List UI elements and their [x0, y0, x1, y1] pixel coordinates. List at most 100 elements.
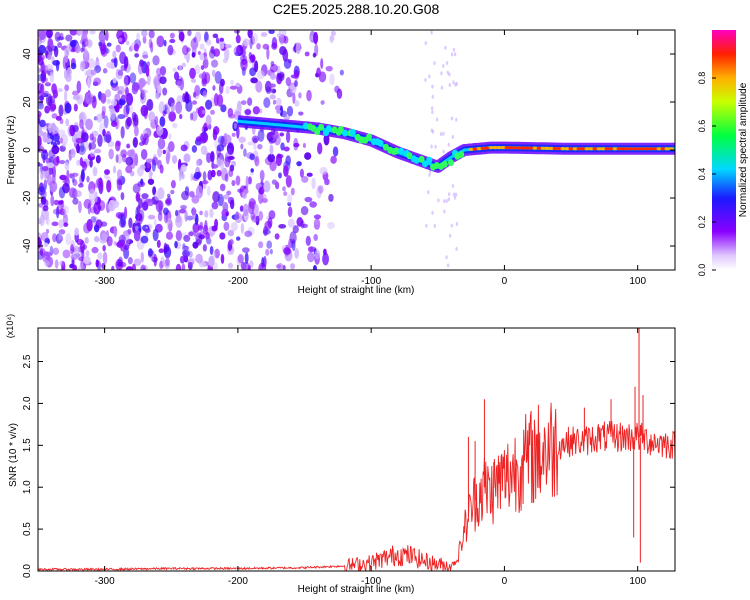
noise-blob [141, 88, 146, 99]
noise-blob [79, 141, 85, 153]
noise-blob [220, 253, 225, 264]
noise-blob [92, 166, 98, 177]
noise-blob [290, 74, 299, 79]
noise-blob [139, 89, 148, 94]
noise-blob [89, 151, 96, 157]
noise-blob [448, 233, 452, 238]
noise-blob [110, 108, 116, 120]
noise-blob [258, 186, 265, 195]
noise-blob [70, 62, 77, 70]
noise-blob [322, 252, 329, 266]
noise-blob [180, 144, 188, 152]
noise-blob [62, 249, 71, 259]
ridge-blob [318, 123, 325, 131]
noise-blob [174, 209, 179, 217]
noise-blob [38, 30, 47, 41]
noise-blob [89, 142, 97, 150]
noise-blob [252, 106, 260, 115]
noise-blob [118, 37, 123, 42]
noise-blob [85, 92, 94, 105]
noise-blob [100, 44, 108, 57]
colorbar: 0.0 0.2 0.4 0.6 0.8 Normalized spectral ampl… [697, 30, 749, 276]
noise-blob [431, 84, 434, 89]
noise-blob [211, 201, 219, 210]
noise-blob [234, 30, 241, 34]
y-tick-label: 20 [22, 96, 33, 108]
colorbar-tick-label: 0.2 [697, 216, 707, 229]
noise-blob [40, 198, 46, 203]
noise-blob [292, 225, 299, 234]
ridge-core [480, 146, 486, 150]
noise-blob [58, 219, 65, 228]
noise-blob [70, 254, 79, 260]
noise-blob [162, 110, 167, 117]
noise-blob [157, 211, 163, 222]
noise-blob [169, 38, 176, 44]
noise-blob [62, 213, 68, 218]
noise-blob [71, 172, 79, 177]
noise-blob [270, 88, 277, 94]
noise-blob [264, 220, 272, 230]
noise-blob [266, 46, 270, 60]
noise-blob [38, 54, 45, 61]
noise-blob [227, 262, 234, 269]
ridge-core [524, 146, 530, 150]
noise-blob [78, 200, 82, 214]
noise-blob [38, 102, 44, 110]
noise-blob [155, 223, 163, 233]
noise-blob [237, 188, 243, 193]
noise-blob [304, 51, 310, 57]
noise-blob [157, 85, 162, 94]
noise-blob [224, 173, 229, 182]
noise-blob [167, 193, 171, 198]
noise-blob [268, 30, 275, 35]
noise-blob [205, 114, 212, 127]
y-tick-label: 2.5 [22, 354, 33, 368]
noise-blob [142, 201, 149, 211]
noise-blob [250, 54, 256, 63]
noise-blob [108, 148, 114, 160]
noise-blob [437, 198, 440, 203]
noise-blob [215, 37, 220, 44]
noise-blob [276, 109, 282, 114]
ridge-blob [393, 147, 400, 155]
noise-blob [235, 236, 241, 241]
noise-blob [114, 93, 121, 102]
ridge-blob [413, 156, 420, 164]
noise-blob [52, 59, 61, 66]
noise-blob [147, 214, 156, 220]
noise-blob [42, 149, 48, 154]
noise-blob [210, 45, 215, 54]
noise-blob [228, 113, 236, 119]
ridge-core [488, 146, 494, 150]
snr-ylabel: SNR (10 * v/v) [8, 423, 19, 487]
noise-blob [424, 77, 427, 82]
noise-blob [205, 238, 212, 246]
noise-blob [123, 74, 129, 88]
noise-blob [178, 31, 185, 42]
noise-blob [313, 31, 319, 45]
noise-blob [244, 252, 249, 265]
noise-blob [332, 146, 339, 157]
noise-blob [179, 113, 183, 120]
ridge-core [584, 147, 590, 151]
noise-blob [40, 70, 47, 84]
noise-blob [189, 67, 196, 80]
noise-blob [224, 44, 232, 49]
noise-blob [120, 126, 125, 139]
noise-blob [278, 172, 282, 179]
noise-blob [289, 231, 297, 244]
ridge-blob [441, 160, 448, 168]
noise-blob [205, 231, 210, 241]
noise-blob [96, 113, 103, 123]
noise-blob [282, 49, 289, 62]
noise-blob [51, 171, 56, 185]
noise-blob [254, 60, 259, 73]
noise-blob [59, 174, 67, 181]
noise-blob [126, 116, 132, 127]
noise-blob [165, 199, 171, 205]
noise-blob [165, 231, 174, 240]
ridge-core [632, 147, 638, 151]
noise-blob [148, 111, 156, 123]
